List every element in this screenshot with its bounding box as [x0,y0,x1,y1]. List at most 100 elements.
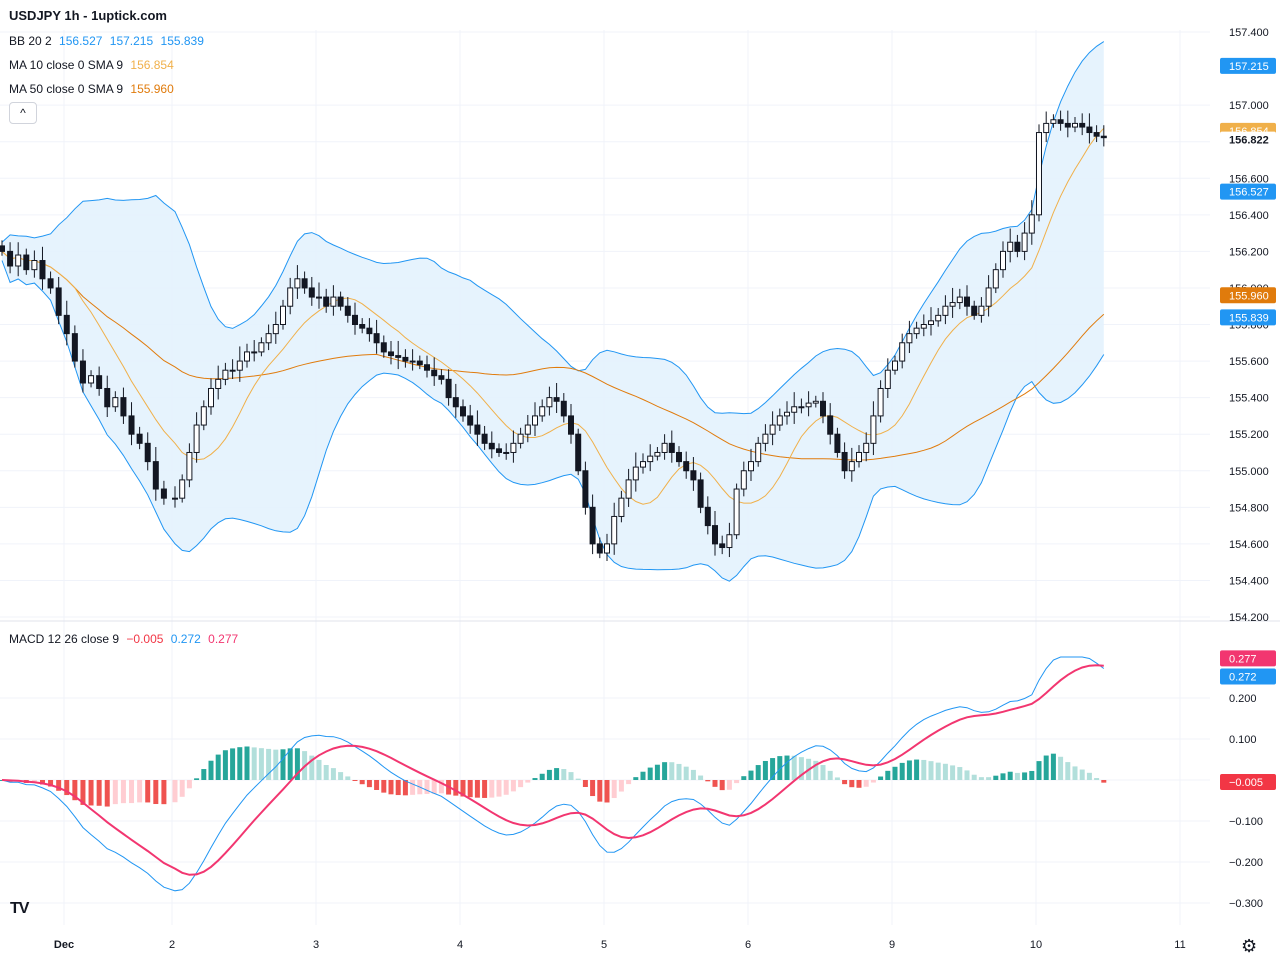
candle-body [553,397,560,402]
macd-histogram-bar [618,780,624,792]
macd-histogram-bar [453,780,459,796]
macd-histogram-bar [112,780,118,805]
price-tag-box [1220,309,1276,326]
time-axis-tick-label: 6 [745,939,751,951]
macd-histogram-bar [762,760,768,780]
candle-body [395,355,402,358]
candle-body [568,415,574,435]
ma50-legend-label: MA 50 close 0 SMA 9 [9,82,124,96]
candle-body [870,415,877,444]
collapse-legend-button[interactable]: ^ [9,102,37,124]
macd-histogram-bar [525,780,531,783]
macd-histogram-bar [208,760,214,780]
candle-body [359,324,366,329]
candle-body [517,433,524,444]
price-tag-macd: 0.272 [1220,668,1276,685]
macd-histogram-bar [698,775,704,780]
price-axis-tick-label: 155.600 [1229,356,1269,368]
macd-histogram-bar [1036,761,1042,780]
candle-body [510,442,517,453]
tradingview-logo-icon[interactable]: TV [10,900,29,917]
candle-body [733,488,740,536]
macd-histogram-bar [669,762,675,780]
macd-histogram-bar [258,748,264,780]
price-tag-label: 155.960 [1229,290,1269,302]
candle-body [179,479,186,499]
candle-body [388,351,394,357]
candle-body [625,479,632,499]
candle-body [431,369,438,377]
price-tag-box [1220,650,1276,667]
macd-histogram-bar [885,770,891,780]
macd-histogram-bar [352,780,358,781]
price-tag-ma50: 155.960 [1220,287,1276,304]
macd-hist-value: −0.005 [126,632,164,646]
gear-icon[interactable]: ⚙ [1241,936,1258,956]
macd-histogram-bar [230,748,236,780]
candle-body [892,360,898,371]
macd-histogram-bar [683,766,689,780]
price-tag-bb_basis: 156.527 [1220,183,1276,200]
candle-body [690,470,697,481]
macd-histogram-bar [161,780,167,805]
price-tag-label: 156.822 [1229,135,1269,147]
candle-body [805,402,812,408]
ma50-legend[interactable]: MA 50 close 0 SMA 9 155.960 [9,82,178,96]
candle-body [776,415,783,426]
candle-body [769,424,776,435]
macd-histogram-bar [633,777,639,780]
macd-histogram-bar [222,750,228,780]
candle-body [200,406,207,426]
candle-body [726,534,733,549]
macd-histogram-bar [172,780,178,803]
macd-histogram-bar [345,776,351,780]
candle-body [96,375,103,389]
price-tag-bb_upper: 157.215 [1220,57,1276,74]
candle-body [15,254,22,267]
ma50-value: 155.960 [130,82,174,96]
macd-histogram-bar [928,761,934,780]
macd-histogram-bar [96,780,102,806]
candle-body [784,411,790,417]
macd-histogram-bar [705,780,711,782]
macd-histogram-bar [712,780,718,787]
macd-histogram-bar [834,777,840,780]
ma10-value: 156.854 [130,58,174,72]
candle-body [712,525,718,545]
price-tag-box [1220,183,1276,200]
macd-histogram-bar [474,780,480,798]
candle-body [654,451,661,457]
macd-histogram-bar [986,777,992,780]
candle-body [251,351,258,354]
macd-line [1,656,1105,892]
candle-body [160,488,167,499]
candle-body [301,278,308,289]
candle-body [63,314,70,335]
ma10-legend[interactable]: MA 10 close 0 SMA 9 156.854 [9,58,178,72]
bb-legend[interactable]: BB 20 2 156.527 157.215 155.839 [9,34,208,48]
macd-histogram-bar [330,768,336,780]
price-axis-tick-label: 157.400 [1229,27,1269,39]
candle-body [683,461,690,472]
macd-histogram-bar [64,780,70,796]
macd-histogram-bar [48,780,54,787]
candle-body [39,260,46,280]
macd-histogram-bar [431,780,437,794]
macd-histogram-bar [870,780,876,783]
macd-histogram-bar [849,780,855,788]
macd-histogram-bar [194,778,200,780]
macd-histogram-bar [1101,780,1107,783]
candle-body [1028,214,1035,234]
candle-body [402,356,409,362]
ma50-line [1,251,1105,461]
macd-histogram-bar [145,780,151,803]
macd-legend[interactable]: MACD 12 26 close 9 −0.005 0.272 0.277 [9,632,242,646]
macd-histogram-bar [179,780,185,797]
candle-body [575,433,582,472]
candle-body [827,415,834,435]
candle-body [0,245,5,252]
candle-body [884,369,891,389]
candle-body [337,296,344,307]
candle-body [755,442,762,463]
